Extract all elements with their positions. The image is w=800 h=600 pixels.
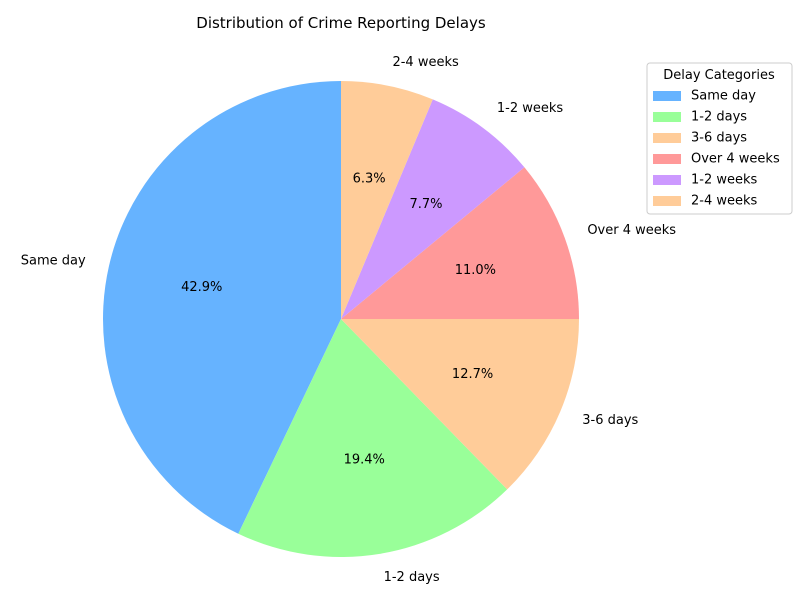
legend-swatch-3	[653, 154, 681, 164]
legend-box	[646, 62, 793, 215]
pie-slice-3	[341, 167, 579, 319]
pct-label-0: 42.9%	[181, 280, 222, 295]
chart-title: Distribution of Crime Reporting Delays	[196, 14, 486, 32]
slice-label-0: Same day	[21, 254, 86, 269]
pie-slice-4	[341, 99, 525, 319]
legend-swatch-0	[653, 91, 681, 101]
pct-label-3: 11.0%	[455, 263, 496, 278]
pie-slice-5	[341, 81, 433, 319]
percentage-labels: 42.9% 19.4% 12.7% 11.0% 7.7% 6.3%	[181, 171, 496, 467]
legend-label-3: Over 4 weeks	[691, 152, 780, 167]
pie-slice-0	[102, 81, 341, 534]
legend-swatch-5	[653, 196, 681, 206]
legend-label-1: 1-2 days	[691, 110, 747, 125]
legend-label-4: 1-2 weeks	[691, 173, 758, 188]
pie-slices	[102, 81, 579, 557]
pie-slice-2	[341, 319, 579, 490]
legend-swatch-2	[653, 133, 681, 143]
slice-labels: Same day 1-2 days 3-6 days Over 4 weeks 1-2 …	[21, 55, 677, 585]
slice-label-1: 1-2 days	[384, 570, 440, 585]
pct-label-5: 6.3%	[353, 171, 386, 186]
pct-label-1: 19.4%	[344, 452, 385, 467]
legend-swatch-4	[653, 175, 681, 185]
pie-slice-1	[238, 319, 508, 557]
slice-label-4: 1-2 weeks	[497, 101, 564, 116]
legend-label-2: 3-6 days	[691, 131, 747, 146]
legend: Delay Categories Same day 1-2 days 3-6 day…	[646, 62, 793, 215]
legend-label-0: Same day	[691, 89, 756, 104]
legend-label-5: 2-4 weeks	[691, 194, 758, 209]
legend-items: Same day 1-2 days 3-6 days Over 4 weeks 1-2 …	[653, 89, 780, 209]
slice-label-3: Over 4 weeks	[587, 223, 676, 238]
slice-label-5: 2-4 weeks	[392, 55, 459, 70]
slice-label-2: 3-6 days	[582, 413, 638, 428]
legend-swatch-1	[653, 112, 681, 122]
pct-label-2: 12.7%	[452, 367, 493, 382]
legend-title: Delay Categories	[663, 68, 775, 83]
pct-label-4: 7.7%	[410, 197, 443, 212]
